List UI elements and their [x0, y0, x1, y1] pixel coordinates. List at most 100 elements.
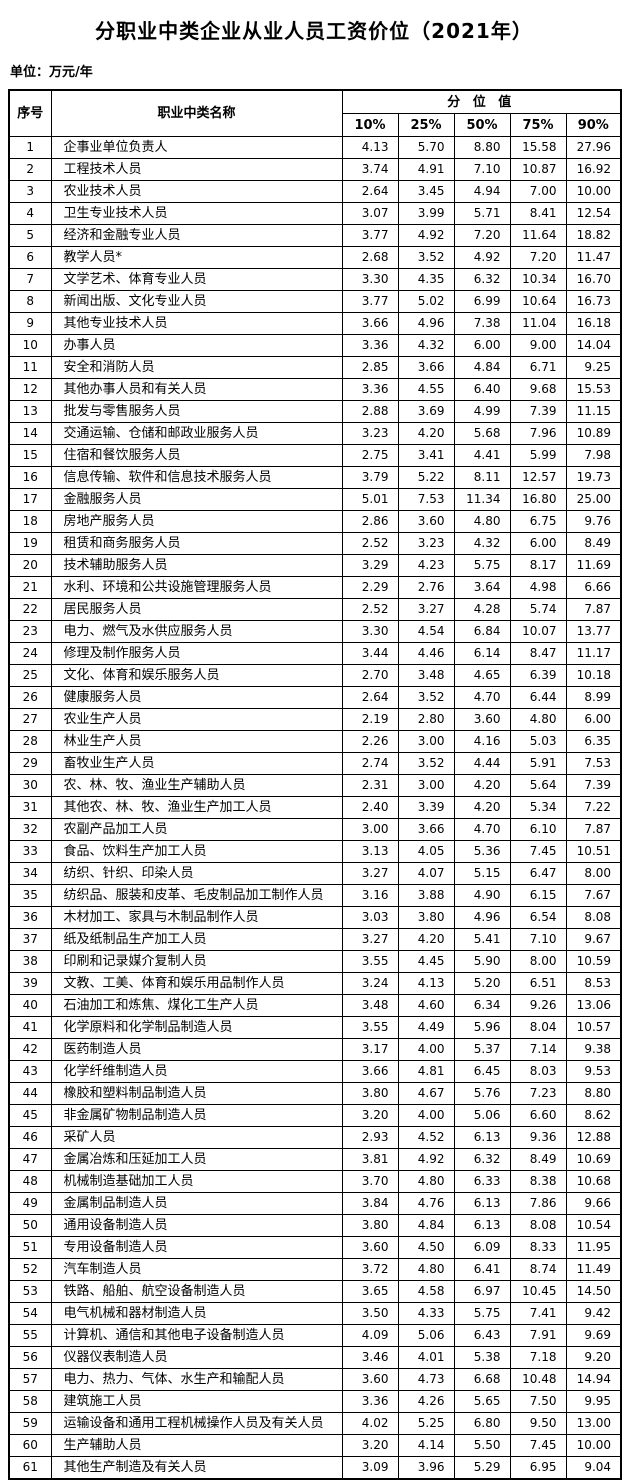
- table-row: 49 金属制品制造人员 3.84 4.76 6.13 7.86 9.66: [8, 1192, 622, 1215]
- row-number-cell: 3: [8, 180, 52, 203]
- p50-value-cell: 11.34: [453, 488, 511, 511]
- occupation-name-cell: 电气机械和器材制造人员: [50, 1302, 343, 1325]
- p25-value-cell: 4.23: [397, 554, 455, 577]
- p75-value-cell: 8.41: [509, 202, 567, 225]
- occupation-name-cell: 木材加工、家具与木制品制作人员: [50, 906, 343, 929]
- occupation-name-cell: 仪器仪表制造人员: [50, 1346, 343, 1369]
- p10-value-cell: 3.70: [341, 1170, 399, 1193]
- p90-value-cell: 9.38: [565, 1038, 622, 1061]
- row-number-cell: 14: [8, 422, 52, 445]
- table-row: 46 采矿人员 2.93 4.52 6.13 9.36 12.88: [8, 1126, 622, 1149]
- p90-value-cell: 13.06: [565, 994, 622, 1017]
- row-number-cell: 30: [8, 774, 52, 797]
- p75-value-cell: 10.45: [509, 1280, 567, 1303]
- table-row: 10 办事人员 3.36 4.32 6.00 9.00 14.04: [8, 334, 622, 357]
- p75-value-cell: 6.75: [509, 510, 567, 533]
- table-row: 24 修理及制作服务人员 3.44 4.46 6.14 8.47 11.17: [8, 642, 622, 665]
- occupation-name-cell: 医药制造人员: [50, 1038, 343, 1061]
- table-row: 2 工程技术人员 3.74 4.91 7.10 10.87 16.92: [8, 158, 622, 181]
- p75-value-cell: 7.20: [509, 246, 567, 269]
- p25-value-cell: 3.69: [397, 400, 455, 423]
- occupation-name-cell: 电力、热力、气体、水生产和输配人员: [50, 1368, 343, 1391]
- p25-value-cell: 4.33: [397, 1302, 455, 1325]
- p50-value-cell: 5.75: [453, 554, 511, 577]
- p90-value-cell: 10.57: [565, 1016, 622, 1039]
- table-row: 15 住宿和餐饮服务人员 2.75 3.41 4.41 5.99 7.98: [8, 444, 622, 467]
- table-row: 37 纸及纸制品生产加工人员 3.27 4.20 5.41 7.10 9.67: [8, 928, 622, 951]
- table-row: 60 生产辅助人员 3.20 4.14 5.50 7.45 10.00: [8, 1434, 622, 1457]
- row-number-cell: 29: [8, 752, 52, 775]
- row-number-cell: 57: [8, 1368, 52, 1391]
- p75-value-cell: 5.34: [509, 796, 567, 819]
- p90-value-cell: 14.50: [565, 1280, 622, 1303]
- p25-value-cell: 5.06: [397, 1324, 455, 1347]
- p10-value-cell: 2.31: [341, 774, 399, 797]
- p50-value-cell: 4.94: [453, 180, 511, 203]
- p10-value-cell: 2.86: [341, 510, 399, 533]
- occupation-name-cell: 技术辅助服务人员: [50, 554, 343, 577]
- p10-value-cell: 2.74: [341, 752, 399, 775]
- unit-label: 单位：万元/年: [10, 65, 93, 80]
- p75-value-cell: 16.80: [509, 488, 567, 511]
- table-row: 32 农副产品加工人员 3.00 3.66 4.70 6.10 7.87: [8, 818, 622, 841]
- occupation-name-cell: 房地产服务人员: [50, 510, 343, 533]
- p10-value-cell: 3.80: [341, 1082, 399, 1105]
- table-row: 4 卫生专业技术人员 3.07 3.99 5.71 8.41 12.54: [8, 202, 622, 225]
- p25-value-cell: 4.32: [397, 334, 455, 357]
- row-number-cell: 46: [8, 1126, 52, 1149]
- p90-value-cell: 10.59: [565, 950, 622, 973]
- p50-value-cell: 3.60: [453, 708, 511, 731]
- row-number-cell: 38: [8, 950, 52, 973]
- table-body: 1 企事业单位负责人 4.13 5.70 8.80 15.58 27.96 2 工程技术人员 3.…: [8, 136, 622, 1480]
- p90-value-cell: 8.99: [565, 686, 622, 709]
- p10-value-cell: 4.13: [341, 136, 399, 159]
- p90-value-cell: 7.39: [565, 774, 622, 797]
- row-number-cell: 53: [8, 1280, 52, 1303]
- p25-value-cell: 4.84: [397, 1214, 455, 1237]
- p50-value-cell: 4.41: [453, 444, 511, 467]
- occupation-name-cell: 文教、工美、体育和娱乐用品制作人员: [50, 972, 343, 995]
- p50-value-cell: 5.50: [453, 1434, 511, 1457]
- p10-value-cell: 3.65: [341, 1280, 399, 1303]
- p50-value-cell: 5.20: [453, 972, 511, 995]
- p10-value-cell: 3.36: [341, 334, 399, 357]
- column-header-p10: 10%: [341, 113, 399, 137]
- column-header-p25: 25%: [397, 113, 455, 137]
- p25-value-cell: 3.52: [397, 246, 455, 269]
- occupation-name-cell: 批发与零售服务人员: [50, 400, 343, 423]
- p90-value-cell: 6.00: [565, 708, 622, 731]
- p90-value-cell: 10.68: [565, 1170, 622, 1193]
- row-number-cell: 47: [8, 1148, 52, 1171]
- p90-value-cell: 27.96: [565, 136, 622, 159]
- p25-value-cell: 4.92: [397, 224, 455, 247]
- table-row: 6 教学人员* 2.68 3.52 4.92 7.20 11.47: [8, 246, 622, 269]
- p75-value-cell: 7.39: [509, 400, 567, 423]
- table-row: 30 农、林、牧、渔业生产辅助人员 2.31 3.00 4.20 5.64 7.39: [8, 774, 622, 797]
- row-number-cell: 50: [8, 1214, 52, 1237]
- p25-value-cell: 4.91: [397, 158, 455, 181]
- p90-value-cell: 10.00: [565, 180, 622, 203]
- p90-value-cell: 7.22: [565, 796, 622, 819]
- p50-value-cell: 4.92: [453, 246, 511, 269]
- p25-value-cell: 4.92: [397, 1148, 455, 1171]
- p90-value-cell: 10.51: [565, 840, 622, 863]
- p10-value-cell: 3.17: [341, 1038, 399, 1061]
- occupation-name-cell: 修理及制作服务人员: [50, 642, 343, 665]
- p50-value-cell: 4.99: [453, 400, 511, 423]
- table-row: 38 印刷和记录媒介复制人员 3.55 4.45 5.90 8.00 10.59: [8, 950, 622, 973]
- row-number-cell: 8: [8, 290, 52, 313]
- p10-value-cell: 3.27: [341, 862, 399, 885]
- p10-value-cell: 3.81: [341, 1148, 399, 1171]
- p50-value-cell: 5.96: [453, 1016, 511, 1039]
- table-row: 5 经济和金融专业人员 3.77 4.92 7.20 11.64 18.82: [8, 224, 622, 247]
- p50-value-cell: 5.90: [453, 950, 511, 973]
- occupation-name-cell: 金融服务人员: [50, 488, 343, 511]
- p90-value-cell: 16.73: [565, 290, 622, 313]
- row-number-cell: 20: [8, 554, 52, 577]
- occupation-name-cell: 电力、燃气及水供应服务人员: [50, 620, 343, 643]
- p50-value-cell: 7.20: [453, 224, 511, 247]
- table-row: 45 非金属矿物制品制造人员 3.20 4.00 5.06 6.60 8.62: [8, 1104, 622, 1127]
- p75-value-cell: 7.18: [509, 1346, 567, 1369]
- p50-value-cell: 5.68: [453, 422, 511, 445]
- p25-value-cell: 3.39: [397, 796, 455, 819]
